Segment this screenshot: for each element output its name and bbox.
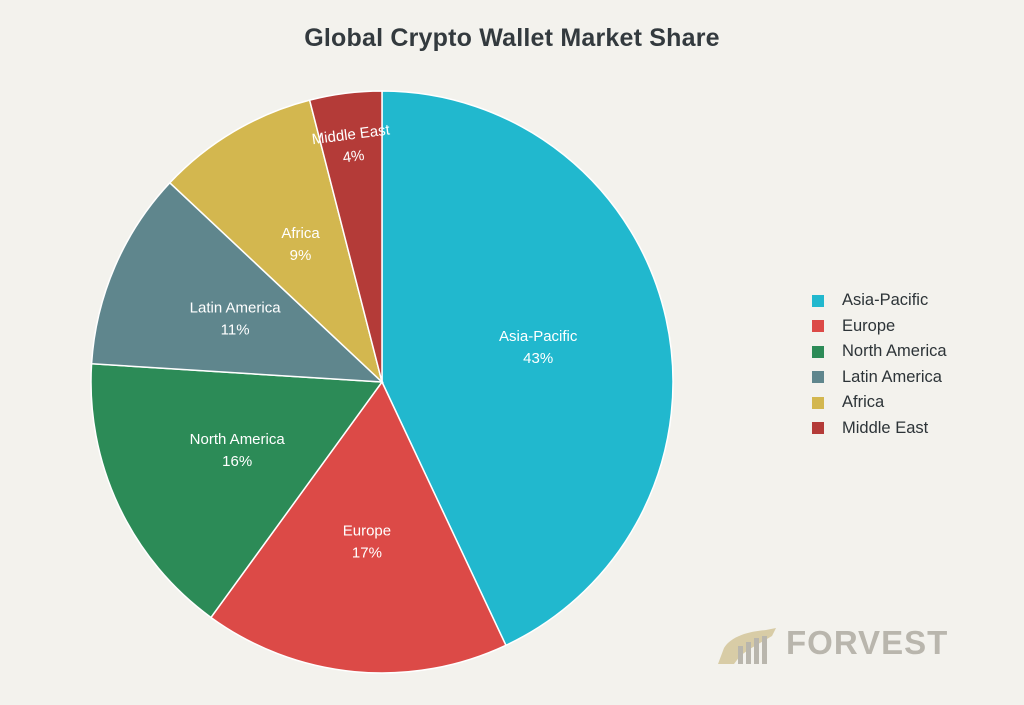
chart-title: Global Crypto Wallet Market Share <box>304 24 720 52</box>
pie-slice-asia-pacific <box>381 90 674 647</box>
legend: Asia-Pacific Europe North America Latin Ame… <box>812 288 947 441</box>
legend-item-middle-east: Middle East <box>812 416 947 442</box>
legend-label: North America <box>842 342 947 361</box>
legend-swatch <box>812 294 824 307</box>
legend-item-africa: Africa <box>812 390 947 416</box>
slice-value-label: 11% <box>221 321 250 338</box>
slice-label-latin-america: Latin America 11% <box>190 299 282 338</box>
legend-swatch <box>812 320 824 333</box>
legend-label: Middle East <box>842 418 929 437</box>
legend-swatch <box>812 422 824 435</box>
slice-value-label: 43% <box>523 350 553 367</box>
slice-value-label: 4% <box>342 147 366 167</box>
pie-slice-europe <box>209 380 507 674</box>
slice-category-label: North America <box>190 431 286 448</box>
legend-swatch <box>812 345 824 358</box>
slice-label-north-america: North America 16% <box>190 431 286 470</box>
pie-slice-north-america <box>90 362 384 619</box>
legend-swatch <box>812 371 824 384</box>
slice-value-label: 17% <box>352 544 382 561</box>
legend-item-north-america: North America <box>812 339 947 365</box>
legend-label: Latin America <box>842 367 942 386</box>
legend-swatch <box>812 396 824 409</box>
slice-value-label: 9% <box>290 247 312 264</box>
logo-text: FORVEST <box>786 624 949 661</box>
slice-category-label: Asia-Pacific <box>499 328 578 345</box>
slice-label-asia-pacific: Asia-Pacific 43% <box>499 328 578 367</box>
slice-label-europe: Europe 17% <box>343 522 391 561</box>
legend-label: Africa <box>842 393 885 412</box>
slice-label-africa: Africa 9% <box>281 225 320 264</box>
legend-label: Asia-Pacific <box>842 291 929 310</box>
legend-item-asia-pacific: Asia-Pacific <box>812 288 947 314</box>
horn-logo-icon <box>718 628 776 664</box>
slice-category-label: Europe <box>343 522 391 539</box>
legend-item-latin-america: Latin America <box>812 365 947 391</box>
slice-category-label: Africa <box>281 225 320 242</box>
slice-category-label: Latin America <box>190 299 282 316</box>
pie-slice-middle-east <box>308 90 383 383</box>
pie-slice-latin-america <box>90 181 385 383</box>
legend-item-europe: Europe <box>812 314 947 340</box>
pie-slice-africa <box>168 99 384 385</box>
forvest-logo: FORVEST <box>714 618 964 668</box>
slice-value-label: 16% <box>222 453 252 470</box>
legend-label: Europe <box>842 316 896 335</box>
